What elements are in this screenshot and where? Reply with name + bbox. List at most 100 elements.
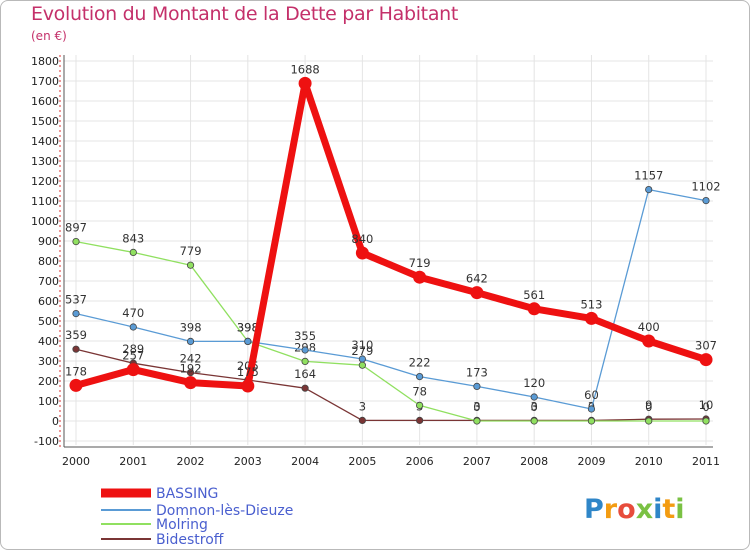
data-label: 60 — [584, 388, 599, 402]
data-label: 222 — [409, 356, 431, 370]
x-tick-label: 2005 — [348, 455, 376, 468]
x-tick-label: 2003 — [234, 455, 262, 468]
y-tick-label: 300 — [38, 355, 59, 368]
proxiti-logo: Proxiti — [584, 494, 685, 525]
data-label: 242 — [180, 352, 202, 366]
legend-label: Bidestroff — [156, 532, 224, 548]
data-label: 257 — [122, 349, 144, 363]
data-point — [527, 302, 541, 316]
data-label: 164 — [294, 367, 316, 381]
data-label: 537 — [65, 293, 87, 307]
y-tick-label: 800 — [38, 255, 59, 268]
data-label: 642 — [466, 272, 488, 286]
data-label: 398 — [180, 320, 202, 334]
data-point — [72, 345, 80, 353]
data-point — [584, 311, 598, 325]
data-point — [358, 416, 366, 424]
data-point — [416, 416, 424, 424]
data-label: 355 — [294, 329, 316, 343]
x-tick-label: 2006 — [406, 455, 434, 468]
data-label: 289 — [122, 342, 144, 356]
y-tick-label: 1500 — [31, 115, 59, 128]
data-point — [301, 384, 309, 392]
data-point — [355, 246, 369, 260]
data-label: 400 — [638, 320, 660, 334]
data-label: 843 — [122, 231, 144, 245]
x-tick-label: 2000 — [62, 455, 90, 468]
data-point — [358, 355, 366, 363]
data-point — [530, 393, 538, 401]
data-label: 398 — [237, 320, 259, 334]
data-label: 3 — [531, 399, 538, 413]
data-point — [645, 417, 653, 425]
data-label: 470 — [122, 306, 144, 320]
legend-label: Domnon-lès-Dieuze — [156, 503, 293, 519]
data-point — [530, 417, 538, 425]
data-label: 78 — [412, 384, 427, 398]
data-point — [186, 368, 195, 377]
y-tick-label: 100 — [38, 395, 59, 408]
legend-label: BASSING — [156, 486, 218, 502]
y-tick-label: 1400 — [31, 135, 59, 148]
y-tick-label: -100 — [34, 435, 59, 448]
data-label: 840 — [351, 232, 373, 246]
data-point — [416, 372, 424, 381]
chart-title: Evolution du Montant de la Dette par Hab… — [31, 3, 459, 25]
data-point — [699, 353, 713, 367]
legend-label: Molring — [156, 517, 208, 533]
x-tick-label: 2007 — [463, 455, 491, 468]
data-point — [186, 261, 195, 269]
series-line-domnon-l-s-dieuze — [75, 188, 707, 410]
x-tick-label: 2001 — [119, 455, 147, 468]
data-point — [473, 417, 481, 425]
series-line-molring — [75, 240, 706, 422]
data-point — [642, 334, 656, 348]
x-tick-label: 2002 — [177, 455, 205, 468]
data-label: 1102 — [691, 180, 720, 194]
data-point — [186, 337, 195, 345]
chart-subtitle: (en €) — [31, 29, 67, 43]
data-point — [587, 417, 596, 425]
x-tick-label: 2004 — [291, 455, 319, 468]
series-line-bidestroff — [75, 348, 707, 422]
data-label: 719 — [409, 256, 431, 270]
data-point — [241, 379, 255, 393]
data-label: 178 — [65, 364, 87, 378]
data-point — [301, 357, 309, 365]
data-label: 398 — [237, 320, 259, 334]
data-point — [244, 337, 252, 345]
x-tick-label: 2011 — [692, 455, 720, 468]
data-point — [702, 197, 710, 205]
data-label: 310 — [351, 338, 373, 352]
data-label: 120 — [523, 376, 545, 390]
data-point — [184, 376, 198, 390]
x-tick-label: 2009 — [577, 455, 605, 468]
data-label: 1688 — [290, 62, 319, 76]
data-label: 3 — [473, 399, 480, 413]
data-point — [126, 363, 140, 377]
data-point — [298, 76, 312, 90]
y-tick-label: 200 — [38, 375, 59, 388]
y-tick-label: 600 — [38, 295, 59, 308]
data-label: 10 — [699, 398, 714, 412]
y-tick-label: 1600 — [31, 95, 59, 108]
x-tick-label: 2010 — [635, 455, 663, 468]
y-tick-label: 400 — [38, 335, 59, 348]
y-tick-label: 700 — [38, 275, 59, 288]
y-tick-label: 1300 — [31, 155, 59, 168]
data-label: 3 — [359, 399, 366, 413]
data-point — [702, 417, 710, 425]
data-point — [473, 382, 481, 390]
data-point — [129, 248, 137, 256]
data-label: 0 — [702, 400, 709, 414]
data-label: 192 — [180, 362, 202, 376]
y-tick-label: 900 — [38, 235, 59, 248]
y-tick-label: 1200 — [31, 175, 59, 188]
data-label: 173 — [466, 365, 488, 379]
data-label: 0 — [645, 400, 652, 414]
data-label: 561 — [523, 288, 545, 302]
data-point — [358, 361, 366, 369]
series-line-bassing — [75, 79, 708, 390]
